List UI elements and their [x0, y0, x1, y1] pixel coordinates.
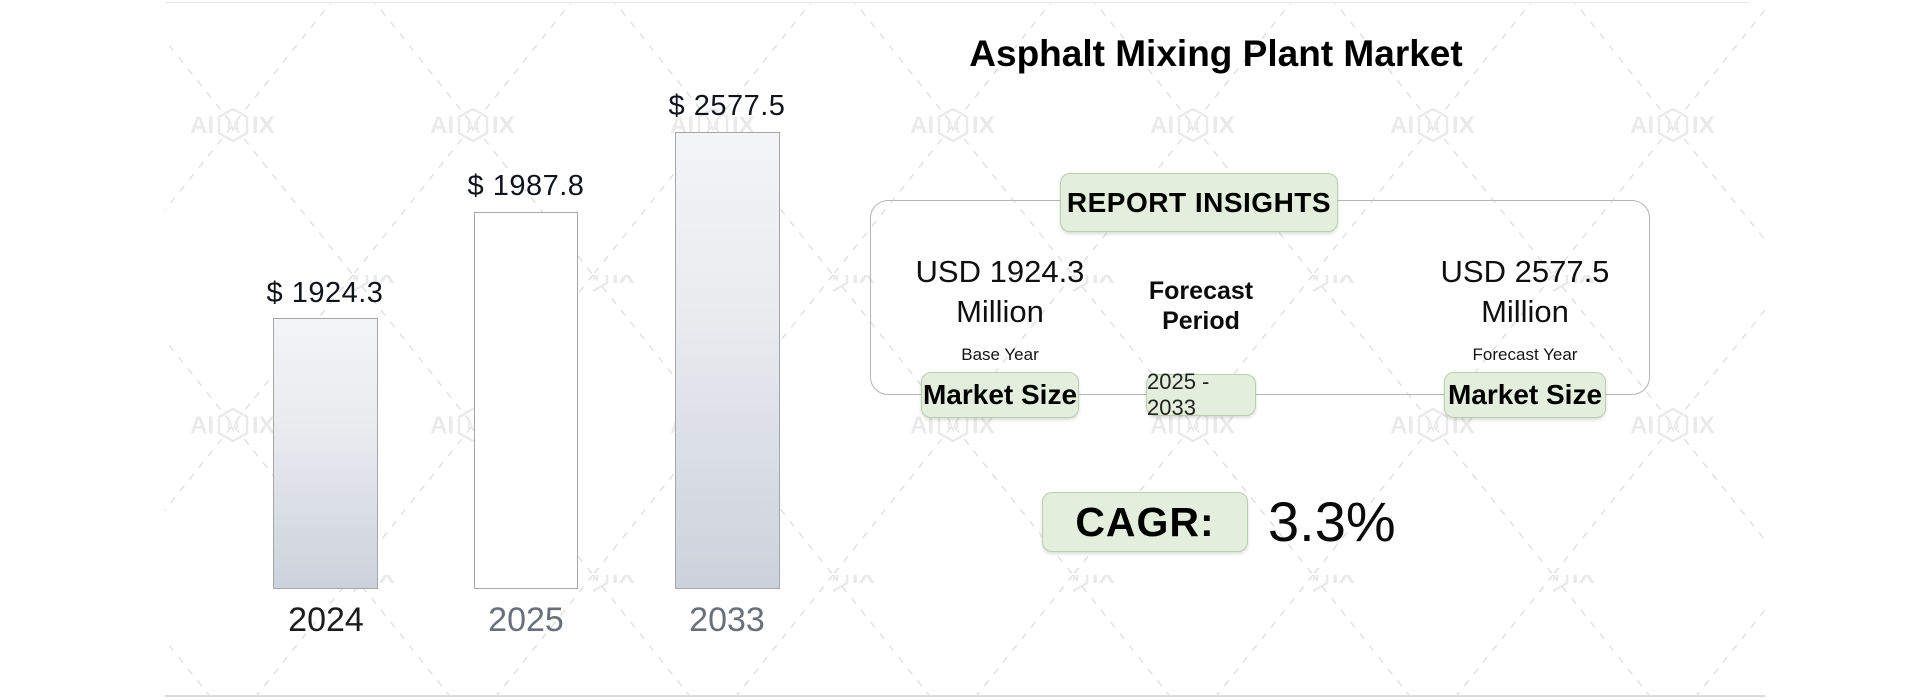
bar-value-2025: $ 1987.8 — [467, 170, 585, 202]
bar-value-2024: $ 1924.3 — [266, 277, 384, 309]
base-year-value-line1: USD 1924.3 — [915, 254, 1085, 289]
report-insights-badge: REPORT INSIGHTS — [1060, 173, 1338, 232]
base-year-caption: Base Year — [961, 345, 1039, 364]
x-axis-label-2033: 2033 — [689, 601, 765, 639]
bar-2025 — [474, 212, 578, 589]
watermark-pattern: AI M IX — [165, 2, 1765, 696]
forecast-period-range: 2025 - 2033 — [1147, 369, 1210, 420]
forecast-year-value-line1: USD 2577.5 — [1440, 254, 1610, 289]
forecast-period-badge: 2025 - 2033 — [1146, 369, 1256, 420]
forecast-year-caption: Forecast Year — [1472, 345, 1578, 364]
forecast-market-size-badge: Market Size — [1444, 372, 1606, 418]
page-title: Asphalt Mixing Plant Market — [969, 33, 1463, 74]
x-axis-label-2025: 2025 — [488, 601, 564, 639]
forecast-year-value-line2: Million — [1481, 294, 1569, 329]
forecast-period-line2: Period — [1162, 307, 1240, 335]
base-year-value-line2: Million — [956, 294, 1044, 329]
base-market-size-badge: Market Size — [921, 372, 1079, 418]
bar-value-2033: $ 2577.5 — [668, 90, 786, 122]
cagr-value: 3.3% — [1268, 490, 1396, 553]
bar-2024 — [273, 318, 378, 589]
base-market-size-label: Market Size — [922, 379, 1078, 410]
base-year-value: USD 1924.3 Million — [870, 252, 1130, 332]
slide-top-border — [165, 2, 1750, 3]
report-insights-label: REPORT INSIGHTS — [1066, 186, 1332, 218]
forecast-market-size-label: Market Size — [1447, 379, 1603, 410]
cagr-label: CAGR: — [1075, 498, 1215, 545]
cagr-badge: CAGR: — [1042, 492, 1248, 552]
forecast-period-line1: Forecast — [1148, 277, 1254, 305]
slide-bottom-border — [165, 695, 1765, 697]
x-axis-label-2024: 2024 — [288, 601, 364, 639]
forecast-period-title: Forecast Period — [1101, 276, 1301, 336]
bar-2033 — [675, 132, 780, 589]
forecast-year-value: USD 2577.5 Million — [1395, 252, 1655, 332]
